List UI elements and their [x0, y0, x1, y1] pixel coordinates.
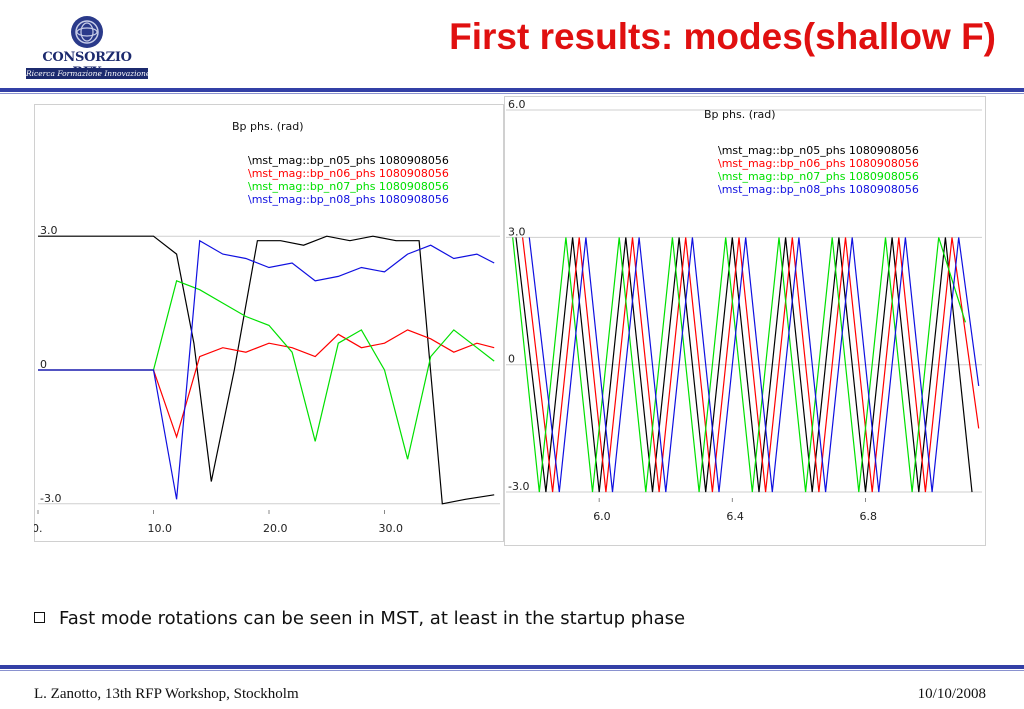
consorzio-rfx-logo: CONSORZIO RFX Ricerca Formazione Innovaz… [24, 14, 150, 84]
bullet-text: Fast mode rotations can be seen in MST, … [59, 608, 686, 629]
legend-entry: \mst_mag::bp_n05_phs 1080908056 [718, 144, 919, 157]
logo-subtitle: Ricerca Formazione Innovazione [26, 68, 148, 79]
x-tick-label: 30.0 [379, 522, 404, 535]
y-tick-label: 3.0 [40, 224, 58, 237]
series-line-5 [515, 237, 973, 493]
header-rule-thin [0, 93, 1024, 94]
y-tick-label: -3.0 [40, 492, 61, 505]
header-rule [0, 88, 1024, 92]
series-line-7 [512, 237, 966, 493]
footer-rule-thin [0, 670, 1024, 671]
y-tick-label: -3.0 [508, 480, 529, 493]
phase-chart-full: 3.0 0 -3.0 0. 10.0 20.0 30.0 Bp phs. (rad) \mst_… [34, 104, 504, 542]
series-line-7 [38, 279, 495, 460]
chart-title: Bp phs. (rad) [704, 108, 776, 121]
footer-author: L. Zanotto, 13th RFP Workshop, Stockholm [34, 686, 299, 702]
logo-emblem-icon [71, 16, 103, 48]
chart-frame [504, 96, 986, 546]
chart-title: Bp phs. (rad) [232, 120, 304, 133]
series-line-5 [38, 235, 495, 505]
x-tick-label: 0. [34, 522, 43, 535]
legend-entry: \mst_mag::bp_n05_phs 1080908056 [248, 154, 449, 167]
bullet-point: Fast mode rotations can be seen in MST, … [34, 608, 685, 629]
footer-date: 10/10/2008 [917, 686, 986, 702]
legend-entry: \mst_mag::bp_n06_phs 1080908056 [718, 157, 919, 170]
footer-rule [0, 665, 1024, 669]
series-line-8 [38, 239, 495, 500]
x-tick-label: 6.8 [859, 510, 877, 523]
slide-title: First results: modes(shallow F) [449, 16, 996, 57]
y-tick-label: 6.0 [508, 98, 526, 111]
series-group [38, 235, 495, 505]
chart-frame [34, 104, 504, 542]
x-tick-label: 20.0 [263, 522, 288, 535]
checkbox-bullet-icon [34, 612, 45, 623]
legend-entry: \mst_mag::bp_n07_phs 1080908056 [718, 170, 919, 183]
x-tick-label: 6.4 [726, 510, 744, 523]
legend-entry: \mst_mag::bp_n07_phs 1080908056 [248, 180, 449, 193]
legend-entry: \mst_mag::bp_n08_phs 1080908056 [248, 193, 449, 206]
series-group [512, 237, 980, 493]
y-tick-label: 3.0 [508, 225, 526, 238]
phase-chart-zoom: 6.0 3.0 0 -3.0 6.0 6.4 6.8 Bp phs. (rad) \mst_ma… [504, 96, 986, 546]
series-line-8 [528, 237, 980, 493]
legend-entry: \mst_mag::bp_n06_phs 1080908056 [248, 167, 449, 180]
y-tick-label: 0 [40, 358, 47, 371]
series-line-6 [522, 237, 980, 493]
legend-entry: \mst_mag::bp_n08_phs 1080908056 [718, 183, 919, 196]
series-line-6 [38, 329, 495, 439]
y-tick-label: 0 [508, 353, 515, 366]
x-tick-label: 10.0 [148, 522, 173, 535]
x-tick-label: 6.0 [593, 510, 611, 523]
